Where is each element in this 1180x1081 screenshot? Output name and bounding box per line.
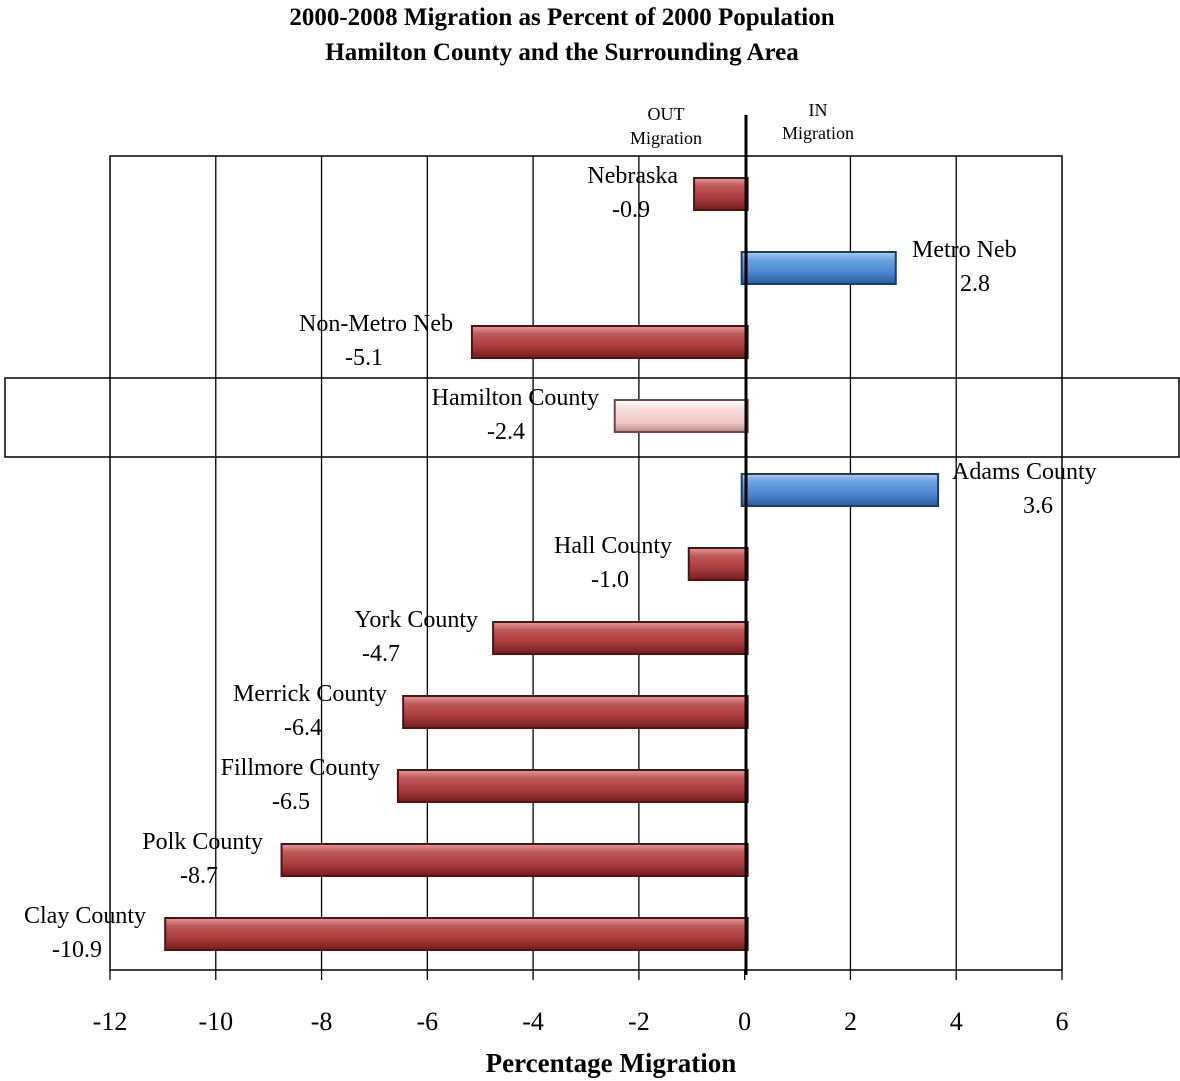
bar-nebraska	[693, 177, 749, 211]
chart-title-line-1: 2000-2008 Migration as Percent of 2000 P…	[289, 4, 834, 31]
value-label-york-county: -4.7	[362, 641, 400, 667]
bar-metro-neb	[740, 251, 897, 285]
bar-adams-county	[740, 473, 940, 507]
out-annotation-line-2: Migration	[630, 128, 702, 148]
tick-label-6: 0	[738, 1007, 751, 1036]
tick-label-5: -2	[628, 1007, 650, 1036]
tick-label-4: -4	[522, 1007, 544, 1036]
tick-label-8: 4	[950, 1007, 963, 1036]
tick-label-0: -12	[93, 1007, 128, 1036]
out-annotation-line-1: OUT	[648, 104, 685, 124]
bar-hamilton-county	[613, 399, 749, 433]
bar-non-metro-neb	[470, 325, 749, 359]
x-axis-label: Percentage Migration	[486, 1048, 737, 1078]
category-label-hamilton-county: Hamilton County	[432, 385, 599, 411]
bar-york-county	[492, 621, 749, 655]
value-label-adams-county: 3.6	[1023, 493, 1053, 519]
in-annotation-line-1: IN	[809, 100, 828, 120]
value-label-nebraska: -0.9	[612, 197, 650, 223]
plot-area-frame	[109, 155, 1063, 971]
category-label-nebraska: Nebraska	[587, 163, 678, 189]
category-label-clay-county: Clay County	[24, 903, 146, 929]
bar-polk-county	[280, 843, 749, 877]
category-label-non-metro-neb: Non-Metro Neb	[299, 311, 453, 337]
value-label-hamilton-county: -2.4	[487, 419, 525, 445]
bar-merrick-county	[402, 695, 749, 729]
chart-title-line-2: Hamilton County and the Surrounding Area	[325, 39, 799, 66]
value-label-fillmore-county: -6.5	[272, 789, 310, 815]
bar-clay-county	[164, 917, 749, 951]
value-label-hall-county: -1.0	[591, 567, 629, 593]
in-annotation-line-2: Migration	[782, 123, 854, 143]
bar-hall-county	[687, 547, 749, 581]
category-label-merrick-county: Merrick County	[233, 681, 387, 707]
tick-label-1: -10	[198, 1007, 233, 1036]
value-label-metro-neb: 2.8	[960, 271, 990, 297]
category-label-metro-neb: Metro Neb	[912, 237, 1017, 263]
value-label-clay-county: -10.9	[52, 937, 102, 963]
value-label-polk-county: -8.7	[180, 863, 218, 889]
value-label-merrick-county: -6.4	[284, 715, 322, 741]
tick-label-3: -6	[416, 1007, 438, 1036]
bar-fillmore-county	[396, 769, 749, 803]
x-axis-ticks: -12 -10 -8 -6 -4 -2 0 2 4 6	[93, 970, 1069, 1036]
tick-label-9: 6	[1056, 1007, 1069, 1036]
category-label-fillmore-county: Fillmore County	[221, 755, 380, 781]
category-label-adams-county: Adams County	[952, 459, 1097, 485]
bar-labels: Nebraska -0.9 Metro Neb 2.8 Non-Metro Neb -5.…	[24, 163, 1097, 963]
tick-label-7: 2	[844, 1007, 857, 1036]
highlight-box	[4, 377, 1180, 458]
gridlines	[215, 156, 957, 970]
category-label-york-county: York County	[354, 607, 478, 633]
category-label-polk-county: Polk County	[142, 829, 263, 855]
bars	[164, 177, 940, 951]
value-label-non-metro-neb: -5.1	[345, 345, 383, 371]
tick-label-2: -8	[311, 1007, 333, 1036]
category-label-hall-county: Hall County	[554, 533, 672, 559]
